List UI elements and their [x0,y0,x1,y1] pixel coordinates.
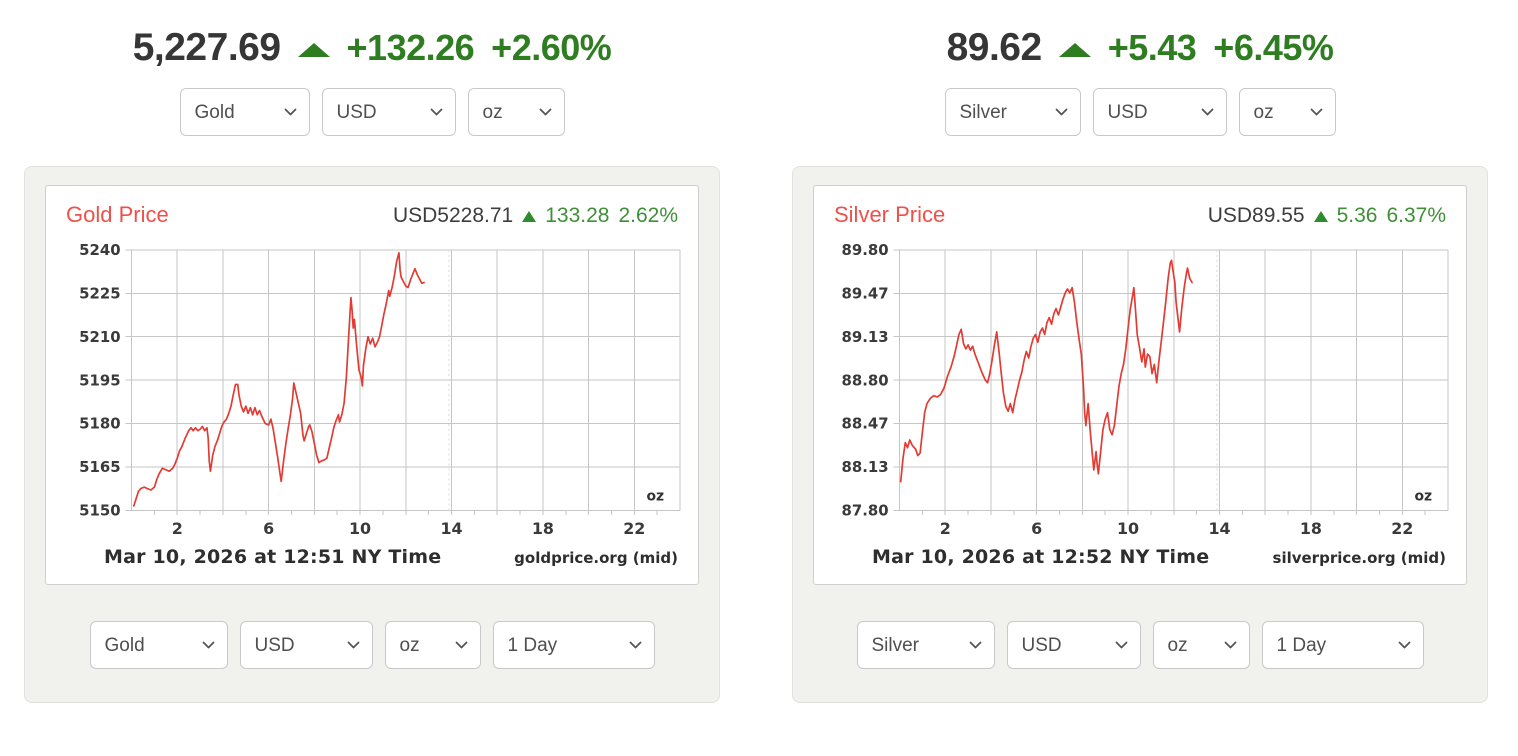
svg-text:2: 2 [940,519,951,538]
svg-text:18: 18 [1300,519,1322,538]
svg-text:5180: 5180 [79,415,120,433]
svg-text:6: 6 [263,519,274,538]
silver-panel: 89.62 +5.43 +6.45% Silver USD oz [792,16,1488,704]
metal-select[interactable]: Silver [856,621,995,670]
silver-chart-footer: Mar 10, 2026 at 12:52 NY Time silverpric… [826,542,1454,580]
silver-current-price: 89.62 [946,26,1043,69]
silver-quote-row: 89.62 +5.43 +6.45% [792,20,1488,76]
gold-top-selects: Gold USD oz [24,88,720,136]
svg-text:88.47: 88.47 [841,415,888,433]
chart-source: goldprice.org (mid) [514,549,678,568]
silver-price-change-percent: +6.45% [1213,27,1334,68]
chart-quote: USD5228.71 133.28 2.62% [393,204,678,228]
range-select-wrap: 1 Day [492,621,655,670]
svg-text:5195: 5195 [79,371,120,389]
gold-chart-card: Gold Price USD5228.71 133.28 2.62% 5240 5… [24,166,720,704]
currency-select[interactable]: USD [1006,621,1141,670]
svg-text:89.13: 89.13 [841,328,888,346]
up-triangle-icon [522,210,537,222]
chart-timestamp: Mar 10, 2026 at 12:52 NY Time [872,546,1210,569]
metal-select-wrap: Silver [944,88,1081,136]
gold-chart-panel: Gold Price USD5228.71 133.28 2.62% 5240 5… [45,185,699,586]
gold-quote-row: 5,227.69 +132.26 +2.60% [24,20,720,76]
metal-select-wrap: Gold [179,88,310,136]
unit-select-wrap: oz [467,88,565,136]
svg-text:22: 22 [1391,519,1413,538]
silver-price-chart: 89.80 89.47 89.13 88.80 88.47 88.13 87.80 2 6 10 1… [841,241,1449,538]
svg-text:5150: 5150 [79,501,120,519]
chart-source: silverprice.org (mid) [1272,549,1446,568]
metal-select[interactable]: Gold [179,88,310,136]
svg-text:14: 14 [440,519,462,538]
currency-select-wrap: USD [1006,621,1141,670]
silver-top-selects: Silver USD oz [792,88,1488,136]
svg-text:6: 6 [1031,519,1042,538]
currency-select[interactable]: USD [321,88,456,136]
chart-price-change-percent: 2.62% [618,204,678,227]
unit-select[interactable]: oz [1152,621,1250,670]
gold-bottom-selects: Gold USD oz [45,621,699,670]
gold-chart-footer: Mar 10, 2026 at 12:51 NY Time goldprice.… [58,542,686,580]
unit-select-wrap: oz [1152,621,1250,670]
up-triangle-icon [1313,210,1328,222]
svg-text:14: 14 [1208,519,1230,538]
svg-text:87.80: 87.80 [841,501,888,519]
gold-price-change-percent: +2.60% [491,27,612,68]
svg-text:22: 22 [623,519,645,538]
svg-text:88.80: 88.80 [841,371,888,389]
svg-text:88.13: 88.13 [841,458,888,476]
gold-current-price: 5,227.69 [132,26,281,69]
range-select[interactable]: 1 Day [492,621,655,670]
metal-select-wrap: Silver [856,621,995,670]
svg-text:5240: 5240 [79,241,120,259]
currency-select-wrap: USD [239,621,373,670]
svg-text:5165: 5165 [79,458,120,476]
unit-select[interactable]: oz [1238,88,1336,136]
svg-text:89.80: 89.80 [841,241,888,259]
currency-select[interactable]: USD [239,621,373,670]
up-triangle-icon [297,42,330,57]
unit-select[interactable]: oz [384,621,481,670]
chart-price-change-percent: 6.37% [1386,204,1446,227]
currency-select[interactable]: USD [1092,88,1227,136]
silver-price-change: +5.43 [1107,27,1197,68]
chart-price-change: 5.36 [1336,204,1378,227]
chart-price-change: 133.28 [545,204,610,227]
svg-text:oz: oz [646,488,664,504]
metals-price-page: 5,227.69 +132.26 +2.60% Gold USD oz [24,16,1488,704]
metal-select[interactable]: Silver [944,88,1081,136]
metal-select[interactable]: Gold [89,621,228,670]
svg-text:2: 2 [172,519,183,538]
silver-chart-card: Silver Price USD89.55 5.36 6.37% 89.80 89… [792,166,1488,704]
svg-text:10: 10 [1117,519,1139,538]
chart-quote: USD89.55 5.36 6.37% [1208,204,1446,228]
range-select[interactable]: 1 Day [1261,621,1424,670]
svg-text:5225: 5225 [79,285,120,303]
chart-current-price: USD89.55 [1207,204,1305,227]
silver-chart-panel: Silver Price USD89.55 5.36 6.37% 89.80 89… [813,185,1467,586]
chart-title: Silver Price [834,202,946,227]
svg-text:oz: oz [1414,488,1432,504]
unit-select[interactable]: oz [467,88,565,136]
silver-bottom-selects: Silver USD oz [813,621,1467,670]
currency-select-wrap: USD [1092,88,1227,136]
chart-timestamp: Mar 10, 2026 at 12:51 NY Time [104,546,442,569]
chart-current-price: USD5228.71 [392,204,514,227]
gold-chart-header: Gold Price USD5228.71 133.28 2.62% [58,196,686,238]
range-select-wrap: 1 Day [1261,621,1424,670]
svg-text:89.47: 89.47 [841,285,888,303]
gold-price-change: +132.26 [346,27,475,68]
up-triangle-icon [1058,42,1091,57]
silver-chart-header: Silver Price USD89.55 5.36 6.37% [826,196,1454,238]
svg-text:18: 18 [532,519,554,538]
currency-select-wrap: USD [321,88,456,136]
gold-panel: 5,227.69 +132.26 +2.60% Gold USD oz [24,16,720,704]
svg-text:5210: 5210 [79,328,120,346]
metal-select-wrap: Gold [89,621,228,670]
svg-text:10: 10 [349,519,371,538]
chart-title: Gold Price [66,202,169,227]
unit-select-wrap: oz [384,621,481,670]
unit-select-wrap: oz [1238,88,1336,136]
